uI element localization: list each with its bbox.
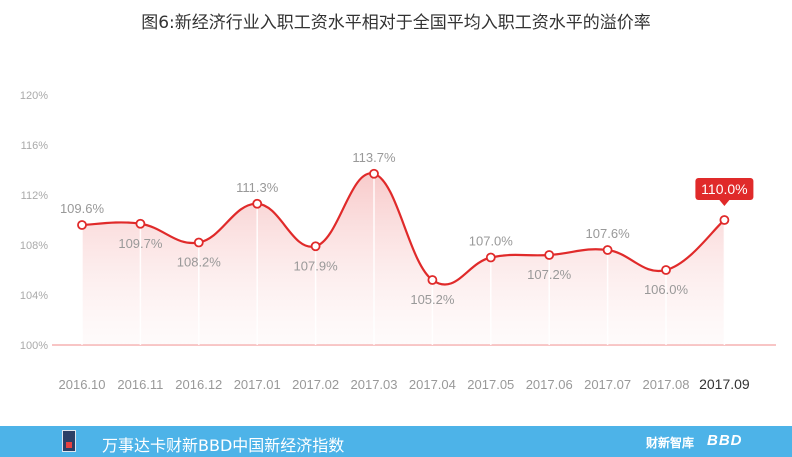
x-tick-label: 2017.07 [584, 377, 631, 392]
x-tick-label: 2017.01 [234, 377, 281, 392]
x-tick-label: 2016.11 [117, 377, 163, 392]
x-axis-ticks: 2016.10 2016.11 2016.12 2017.01 2017.02 2017.… [59, 376, 750, 392]
data-label: 107.9% [294, 258, 339, 273]
data-label: 106.0% [644, 282, 689, 297]
caixin-think-tank-logo: 财新智库 [646, 436, 695, 450]
data-point [135, 218, 146, 229]
data-point [193, 237, 204, 248]
y-tick-label: 112% [21, 190, 49, 202]
data-label: 107.2% [527, 267, 572, 282]
y-tick-label: 108% [20, 240, 48, 252]
data-point [544, 250, 555, 260]
data-point [310, 241, 321, 252]
data-point [602, 245, 613, 255]
x-tick-label: 2017.06 [526, 377, 573, 392]
data-label: 108.2% [177, 255, 222, 270]
data-label: 113.7% [352, 150, 396, 165]
data-point [252, 198, 263, 209]
y-tick-label: 104% [20, 290, 48, 302]
line-chart: 100%104%108%112%116%120% 2016.10 2016.11 2… [20, 90, 776, 392]
series-area [82, 173, 725, 345]
data-point [661, 265, 671, 275]
bbd-logo: BBD [707, 432, 743, 449]
data-label: 109.6% [60, 201, 105, 216]
x-tick-label: 2016.12 [175, 377, 222, 392]
index-logo-icon [62, 430, 76, 452]
x-tick-label: 2017.03 [351, 377, 398, 392]
data-label: 110.0% [701, 181, 747, 197]
x-tick-label: 2017.08 [643, 377, 690, 392]
data-point [485, 252, 496, 263]
highlight-label-bg [695, 178, 754, 200]
x-tick-label: 2017.02 [292, 377, 339, 392]
chart-title: 图6:新经济行业入职工资水平相对于全国平均入职工资水平的溢价率 [141, 13, 651, 33]
data-point [369, 168, 379, 179]
data-label: 105.2% [410, 292, 455, 307]
y-tick-label: 120% [20, 90, 48, 102]
footer-bar: 万事达卡财新BBD中国新经济指数 财新智库 BBD [0, 426, 792, 457]
x-tick-label: 2016.10 [59, 377, 106, 392]
x-tick-label: 2017.09 [699, 376, 750, 392]
data-label: 107.0% [469, 234, 514, 249]
data-point [719, 215, 730, 225]
y-tick-label: 100% [20, 340, 48, 352]
x-tick-label: 2017.05 [467, 377, 514, 392]
y-tick-label: 116% [21, 140, 49, 152]
highlight-label-pointer [719, 200, 730, 206]
data-label: 107.6% [586, 226, 631, 241]
footer-index-name: 万事达卡财新BBD中国新经济指数 [102, 436, 345, 455]
x-tick-label: 2017.04 [409, 377, 456, 392]
data-point [427, 275, 438, 285]
data-label: 111.3% [236, 180, 279, 195]
data-point [77, 220, 87, 230]
data-label: 109.7% [118, 236, 163, 251]
